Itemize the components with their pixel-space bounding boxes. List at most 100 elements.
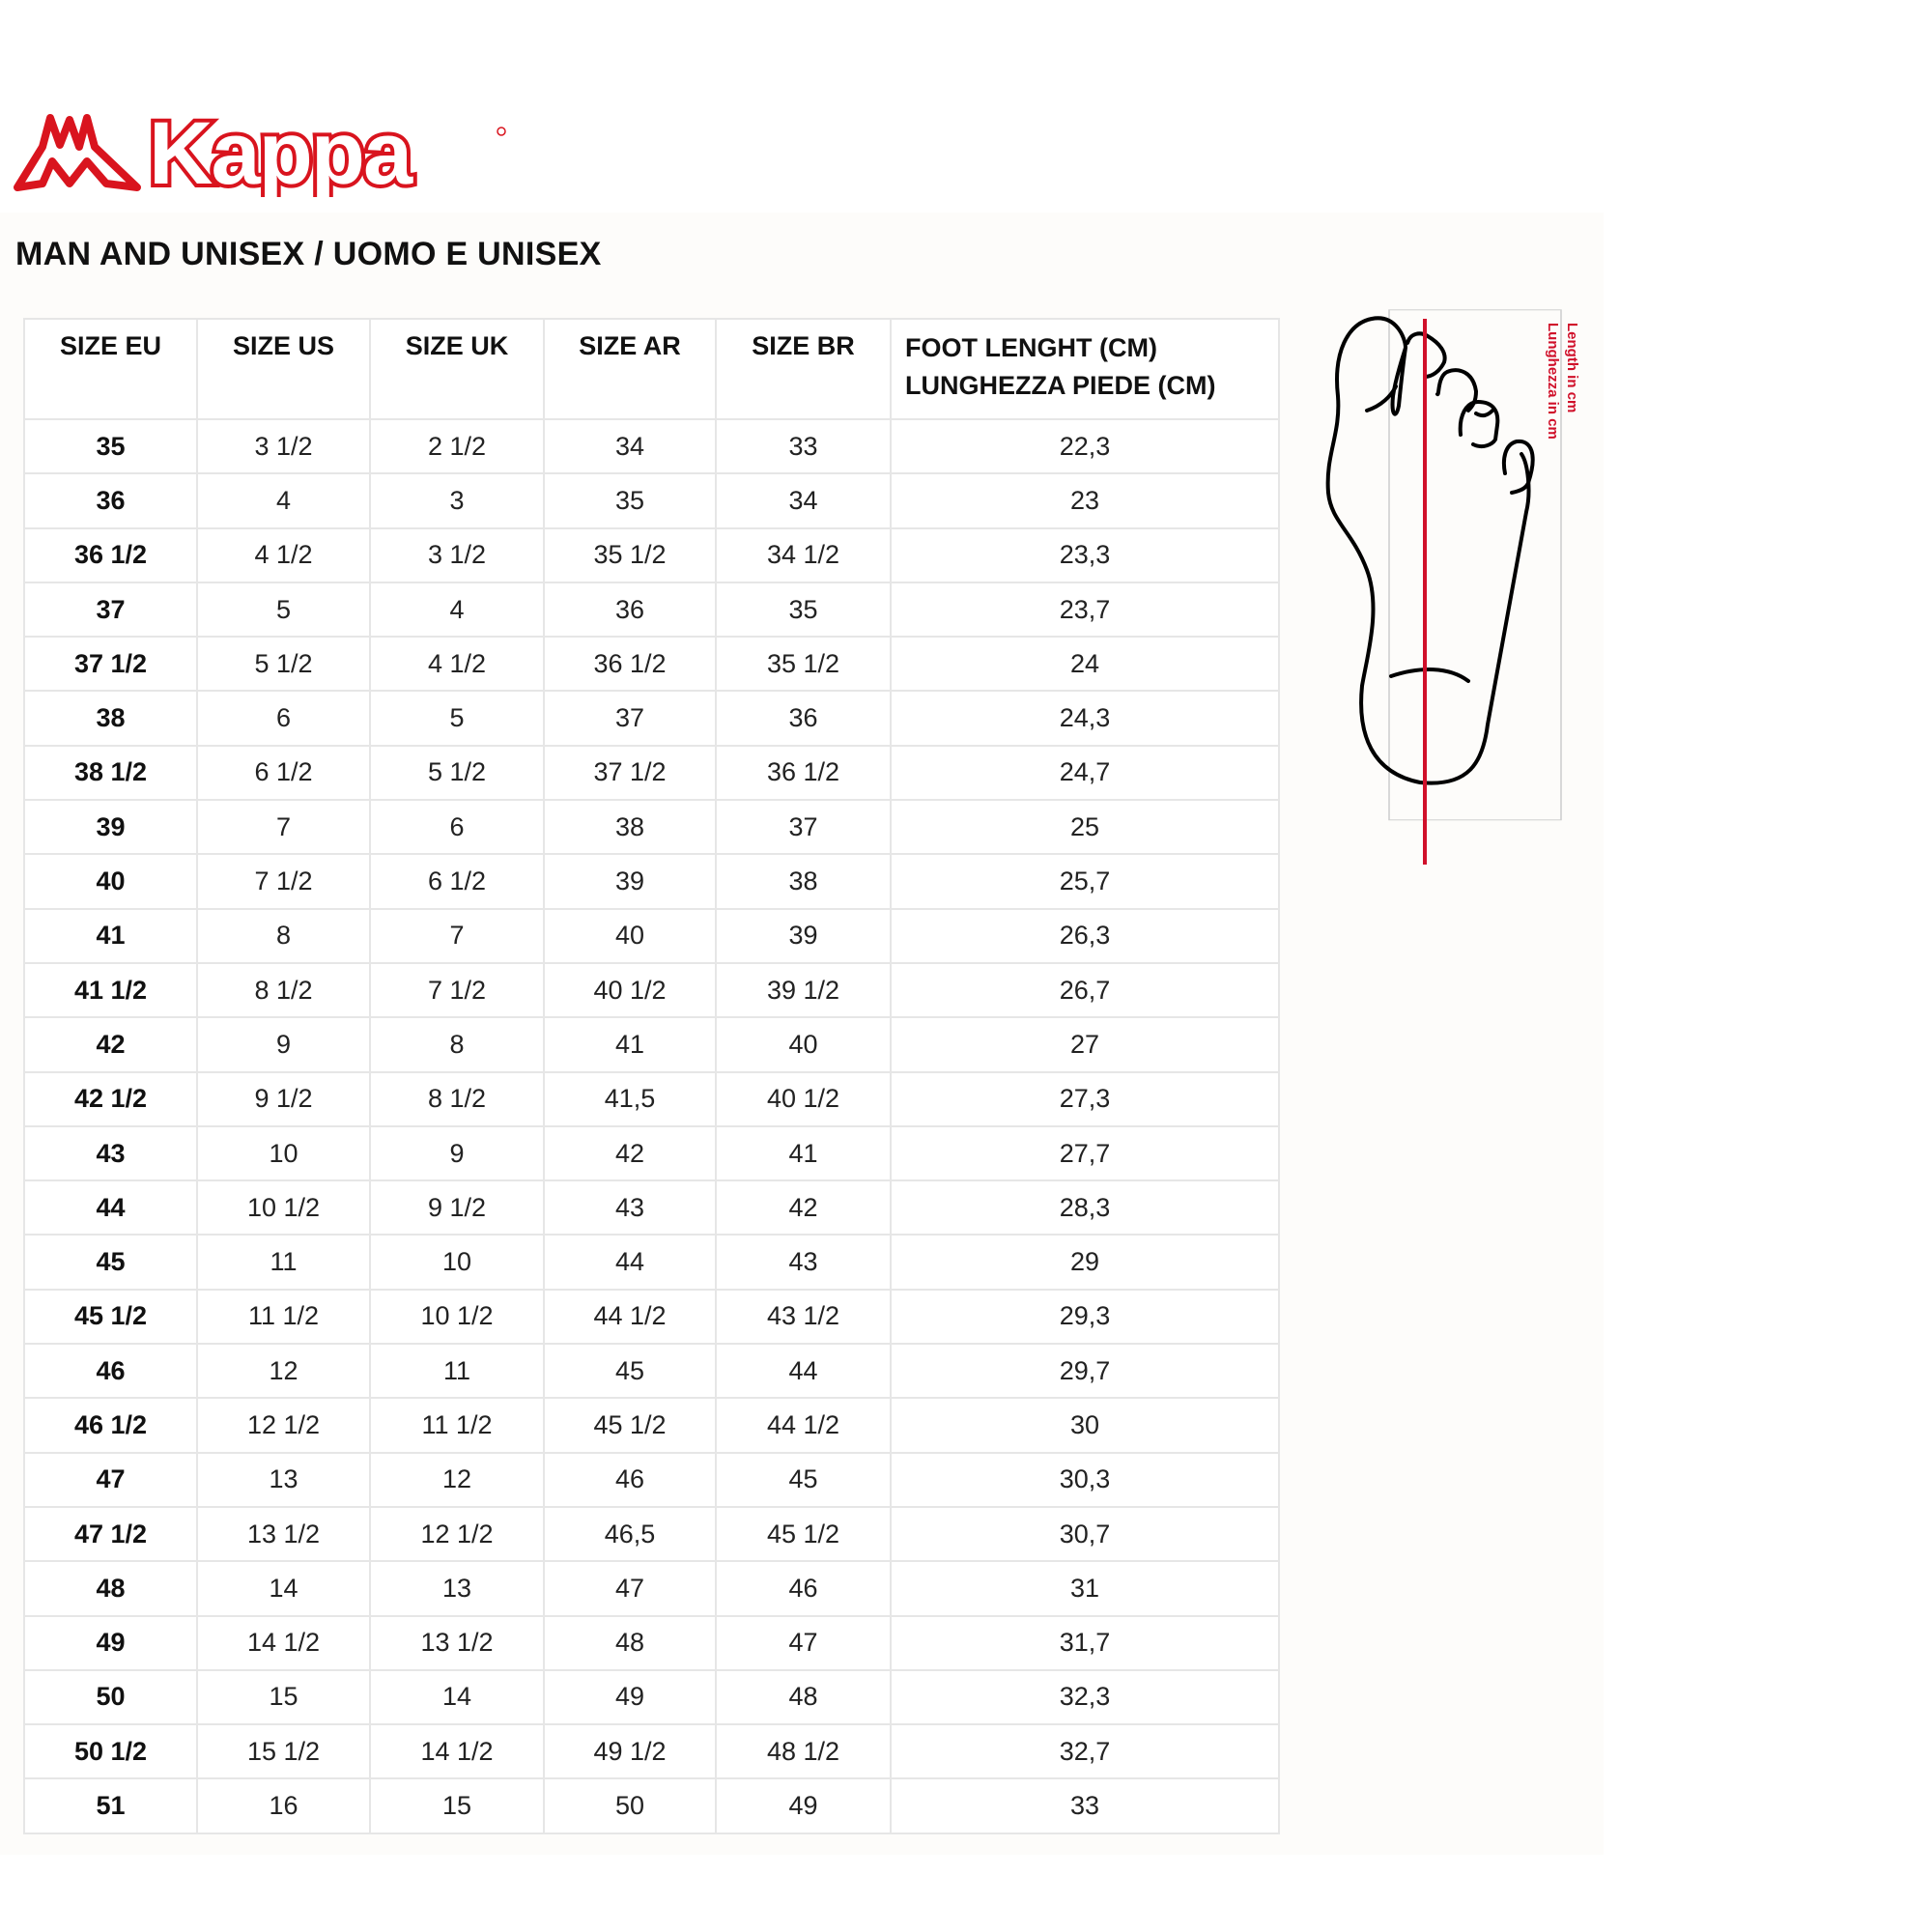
cell-size-uk: 5 [369,690,545,747]
cell-size-uk: 14 [369,1668,545,1726]
cell-size-uk: 11 1/2 [369,1397,545,1454]
cell-size-us: 10 1/2 [196,1179,371,1236]
cell-size-uk: 7 [369,907,545,964]
cell-size-br: 36 [715,690,892,747]
cell-foot-length: 25 [890,799,1280,856]
table-row: 36 4 3 35 34 23 [23,472,1280,529]
kappa-logo: Kappa [14,108,506,197]
cell-size-br: 43 [715,1234,892,1291]
table-row: 50 15 14 49 48 32,3 [23,1668,1280,1726]
cell-size-us: 14 1/2 [196,1614,371,1671]
cell-size-br: 45 1/2 [715,1505,892,1563]
table-row: 44 10 1/2 9 1/2 43 42 28,3 [23,1179,1280,1236]
table-row: 36 1/2 4 1/2 3 1/2 35 1/2 34 1/2 23,3 [23,526,1280,583]
cell-size-ar: 49 1/2 [543,1723,717,1780]
table-row: 35 3 1/2 2 1/2 34 33 22,3 [23,417,1280,475]
cell-size-ar: 44 1/2 [543,1288,717,1346]
cell-size-uk: 8 [369,1016,545,1073]
cell-size-ar: 50 [543,1777,717,1834]
cell-size-ar: 46,5 [543,1505,717,1563]
cell-foot-length: 30,3 [890,1451,1280,1508]
cell-size-br: 33 [715,417,892,475]
cell-size-us: 11 1/2 [196,1288,371,1346]
svg-text:Kappa: Kappa [149,108,413,197]
cell-foot-length: 23,7 [890,581,1280,639]
cell-size-eu: 36 [23,472,198,529]
cell-size-ar: 41 [543,1016,717,1073]
cell-foot-length: 25,7 [890,853,1280,910]
cell-size-ar: 49 [543,1668,717,1726]
cell-size-uk: 15 [369,1777,545,1834]
cell-size-ar: 45 1/2 [543,1397,717,1454]
cell-size-br: 40 [715,1016,892,1073]
cell-size-uk: 11 [369,1343,545,1400]
cell-size-ar: 44 [543,1234,717,1291]
cell-size-ar: 42 [543,1124,717,1182]
cell-size-eu: 42 1/2 [23,1070,198,1127]
cell-size-us: 8 1/2 [196,961,371,1019]
cell-size-us: 5 1/2 [196,636,371,693]
cell-foot-length: 31,7 [890,1614,1280,1671]
cell-size-us: 3 1/2 [196,417,371,475]
table-row: 41 1/2 8 1/2 7 1/2 40 1/2 39 1/2 26,7 [23,961,1280,1019]
table-row: 38 1/2 6 1/2 5 1/2 37 1/2 36 1/2 24,7 [23,744,1280,802]
cell-size-eu: 49 [23,1614,198,1671]
cell-size-eu: 44 [23,1179,198,1236]
cell-size-us: 5 [196,581,371,639]
table-row: 39 7 6 38 37 25 [23,799,1280,856]
cell-size-br: 37 [715,799,892,856]
cell-size-eu: 48 [23,1560,198,1617]
cell-size-us: 10 [196,1124,371,1182]
cell-size-ar: 35 1/2 [543,526,717,583]
cell-size-uk: 13 1/2 [369,1614,545,1671]
cell-size-eu: 35 [23,417,198,475]
cell-size-eu: 45 [23,1234,198,1291]
cell-foot-length: 27,7 [890,1124,1280,1182]
cell-foot-length: 29,3 [890,1288,1280,1346]
cell-size-ar: 43 [543,1179,717,1236]
cell-foot-length: 32,7 [890,1723,1280,1780]
cell-size-br: 44 [715,1343,892,1400]
cell-size-ar: 34 [543,417,717,475]
cell-size-eu: 47 [23,1451,198,1508]
cell-foot-length: 26,7 [890,961,1280,1019]
table-row: 41 8 7 40 39 26,3 [23,907,1280,964]
cell-size-ar: 37 1/2 [543,744,717,802]
cell-size-eu: 39 [23,799,198,856]
header-size-uk: SIZE UK [369,318,545,420]
cell-size-us: 12 [196,1343,371,1400]
cell-size-us: 13 [196,1451,371,1508]
size-table: SIZE EU SIZE US SIZE UK SIZE AR SIZE BR … [23,318,1280,1834]
table-row: 51 16 15 50 49 33 [23,1777,1280,1834]
cell-size-us: 7 1/2 [196,853,371,910]
cell-foot-length: 24 [890,636,1280,693]
cell-size-br: 44 1/2 [715,1397,892,1454]
table-row: 37 1/2 5 1/2 4 1/2 36 1/2 35 1/2 24 [23,636,1280,693]
cell-size-br: 42 [715,1179,892,1236]
cell-foot-length: 30 [890,1397,1280,1454]
cell-size-eu: 50 [23,1668,198,1726]
cell-size-br: 39 1/2 [715,961,892,1019]
page-title: MAN AND UNISEX / UOMO E UNISEX [15,236,602,272]
cell-foot-length: 27,3 [890,1070,1280,1127]
cell-size-ar: 47 [543,1560,717,1617]
cell-size-ar: 36 [543,581,717,639]
cell-foot-length: 28,3 [890,1179,1280,1236]
table-body: 35 3 1/2 2 1/2 34 33 22,3 36 4 3 35 34 23 36 1/2 4 1/… [23,417,1280,1834]
table-row: 46 1/2 12 1/2 11 1/2 45 1/2 44 1/2 30 [23,1397,1280,1454]
cell-foot-length: 27 [890,1016,1280,1073]
cell-size-br: 43 1/2 [715,1288,892,1346]
cell-size-us: 16 [196,1777,371,1834]
table-row: 47 13 12 46 45 30,3 [23,1451,1280,1508]
cell-size-us: 6 1/2 [196,744,371,802]
cell-size-us: 9 1/2 [196,1070,371,1127]
cell-size-eu: 47 1/2 [23,1505,198,1563]
cell-foot-length: 23,3 [890,526,1280,583]
table-row: 45 1/2 11 1/2 10 1/2 44 1/2 43 1/2 29,3 [23,1288,1280,1346]
cell-size-uk: 7 1/2 [369,961,545,1019]
table-row: 46 12 11 45 44 29,7 [23,1343,1280,1400]
cell-size-ar: 36 1/2 [543,636,717,693]
cell-size-uk: 14 1/2 [369,1723,545,1780]
table-header-row: SIZE EU SIZE US SIZE UK SIZE AR SIZE BR … [23,318,1280,420]
cell-foot-length: 22,3 [890,417,1280,475]
